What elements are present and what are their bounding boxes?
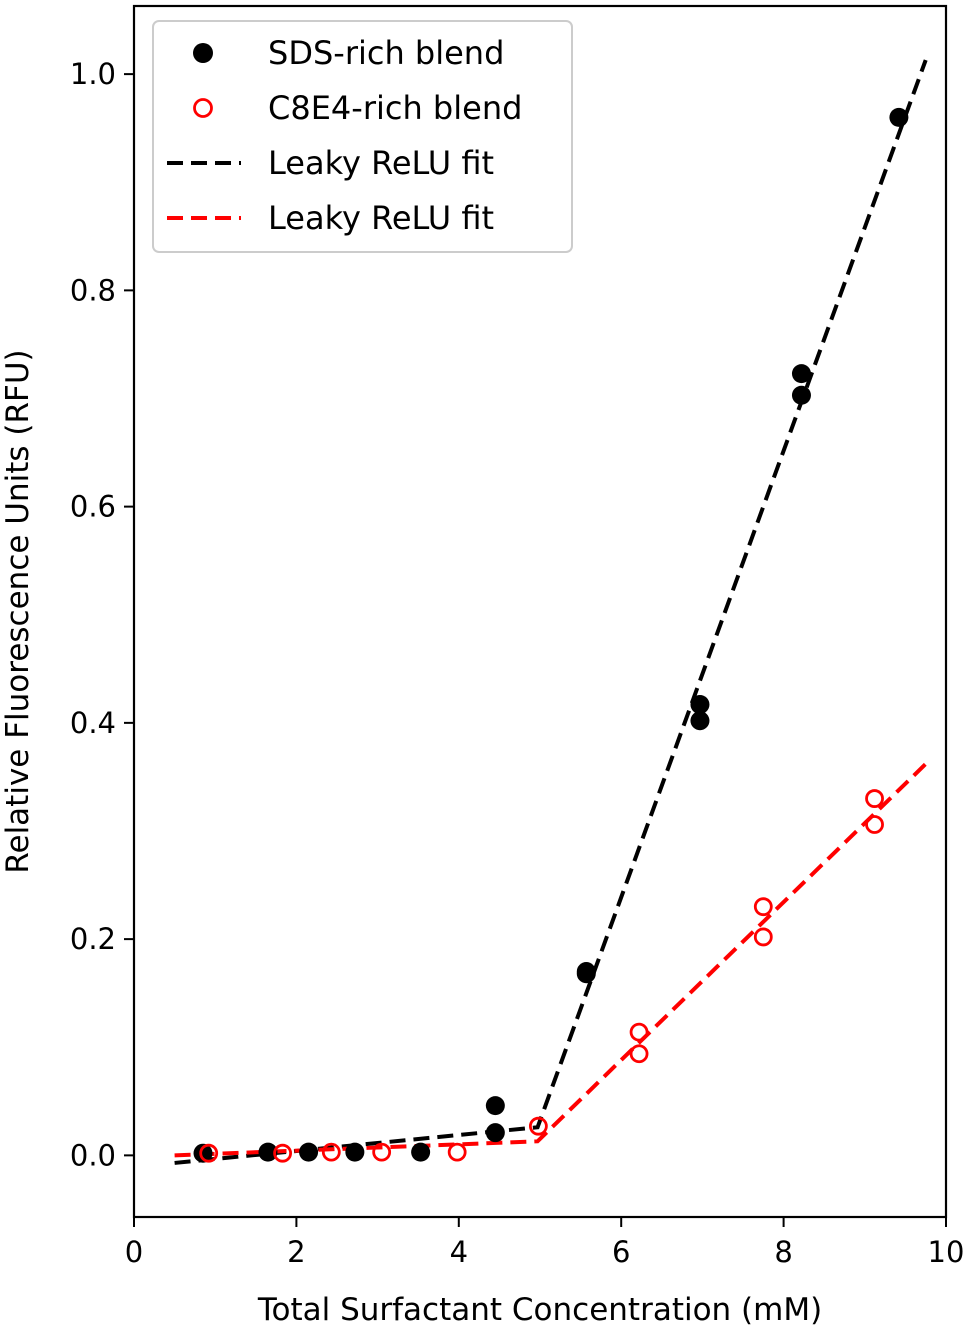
legend-item: Leaky ReLU fit — [167, 199, 494, 237]
c8e4-point — [753, 927, 773, 947]
sds-point — [576, 962, 596, 982]
sds-point — [791, 385, 811, 405]
sds-point — [193, 1143, 213, 1163]
y-tick-label: 0.2 — [70, 922, 116, 956]
c8e4-point — [273, 1143, 292, 1163]
legend-marker — [193, 98, 213, 118]
y-tick-label: 0.8 — [70, 273, 116, 307]
x-tick-label: 8 — [774, 1235, 792, 1269]
legend-item: C8E4-rich blend — [193, 89, 522, 127]
legend-label: SDS-rich blend — [268, 34, 504, 72]
legend: SDS-rich blend C8E4-rich blend Leaky ReLU … — [152, 20, 573, 253]
sds-point — [485, 1123, 505, 1143]
c8e4-point — [528, 1116, 548, 1136]
c8e4-point — [629, 1044, 649, 1064]
c8e4-point — [865, 815, 884, 834]
legend-marker — [193, 43, 213, 63]
legend-label: Leaky ReLU fit — [268, 144, 494, 182]
c8e4-point — [629, 1022, 649, 1042]
y-tick-label: 0.4 — [70, 706, 116, 740]
x-tick-label: 4 — [450, 1235, 468, 1269]
c8e4-point — [753, 897, 773, 917]
ticks: 0 2 4 6 8 10 0.0 0.2 0.4 0.6 0.8 1.0 — [70, 57, 965, 1269]
sds-point — [889, 107, 909, 127]
c8e4-point — [372, 1142, 392, 1162]
sds-point — [345, 1142, 365, 1162]
y-tick-label: 0.6 — [70, 490, 116, 524]
fit-line-red — [174, 762, 928, 1158]
legend-box — [152, 20, 573, 253]
data-points — [193, 107, 909, 1163]
x-axis-title: Total Surfactant Concentration (mM) — [257, 1292, 822, 1328]
c8e4-point — [199, 1143, 219, 1163]
x-tick-label: 6 — [612, 1235, 630, 1269]
y-tick-label: 0.0 — [70, 1138, 116, 1172]
sds-point — [690, 711, 710, 731]
c8e4-point — [447, 1142, 467, 1162]
sds-point — [299, 1142, 319, 1162]
sds-point — [411, 1142, 431, 1162]
y-axis-title: Relative Fluorescence Units (RFU) — [0, 349, 36, 873]
fit-lines — [174, 59, 928, 1165]
sds-point — [258, 1142, 278, 1162]
axes — [132, 4, 948, 1219]
sds-point — [690, 694, 710, 714]
sds-point — [791, 364, 811, 384]
legend-item: Leaky ReLU fit — [167, 144, 494, 182]
c8e4-point — [321, 1142, 341, 1162]
sds-point — [485, 1096, 505, 1116]
x-tick-label: 10 — [928, 1235, 965, 1269]
y-tick-label: 1.0 — [70, 57, 116, 91]
legend-label: C8E4-rich blend — [268, 89, 522, 127]
axes-frame — [132, 4, 948, 1219]
legend-label: Leaky ReLU fit — [268, 199, 494, 237]
x-tick-label: 2 — [287, 1235, 305, 1269]
c8e4-point — [865, 789, 884, 808]
legend-item: SDS-rich blend — [193, 34, 504, 72]
x-tick-label: 0 — [125, 1235, 143, 1269]
